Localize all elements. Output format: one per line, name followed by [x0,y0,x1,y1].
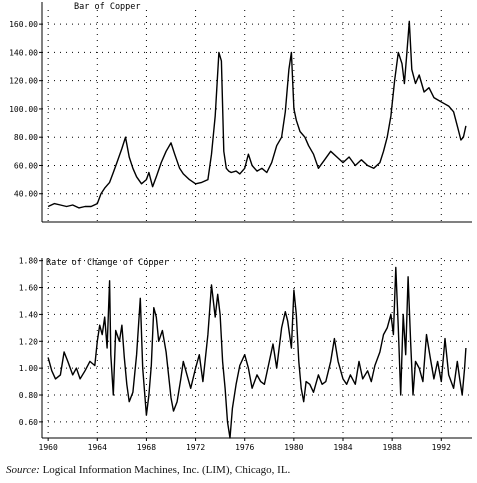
bottom-panel-x-tick-label: 1968 [137,443,156,452]
bottom-panel-x-tick-label: 1960 [39,443,58,452]
top-panel-y-tick-label: 120.00 [9,77,38,86]
source-label: Source: [6,464,40,476]
bottom-panel-x-tick-label: 1976 [235,443,254,452]
bottom-panel-x-tick-label: 1984 [333,443,352,452]
bottom-panel-y-tick-label: 0.60 [19,418,38,427]
bottom-panel-x-tick-label: 1988 [383,443,402,452]
bottom-panel-x-tick-label: 1992 [432,443,451,452]
source-note: Source: Logical Information Machines, In… [6,464,471,476]
top-panel-y-ticks: 40.00 60.00 80.00 100.00 120.00 140.00 160.00 [9,20,42,199]
top-panel-y-tick-label: 60.00 [14,161,38,170]
bottom-panel-x-tick-label: 1980 [284,443,303,452]
bottom-panel-x-ticks: 1960 1964 1968 1972 1976 1980 1984 1988 1992 [39,438,451,452]
top-panel-y-tick-label: 100.00 [9,105,38,114]
bottom-panel-y-tick-label: 1.20 [19,337,38,346]
bottom-panel-x-tick-label: 1972 [186,443,205,452]
bottom-panel: Rate of Change of Copper 0.60 0.80 1.00 1.2… [19,257,472,452]
bottom-panel-y-tick-label: 1.40 [19,310,38,319]
bottom-panel-y-tick-label: 0.80 [19,391,38,400]
top-panel-series-line [47,20,467,209]
source-text: Logical Information Machines, Inc. (LIM)… [42,464,291,476]
bottom-panel-title: Rate of Change of Copper [46,258,169,268]
top-panel: Bar of Copper 40.00 60.00 80.00 100.00 120.0… [9,2,472,223]
bottom-panel-y-tick-label: 1.00 [19,364,38,373]
bottom-panel-x-tick-label: 1964 [88,443,107,452]
bottom-panel-y-ticks: 0.60 0.80 1.00 1.20 1.40 1.60 1.80 [19,257,42,427]
top-panel-y-tick-label: 160.00 [9,20,38,29]
top-panel-y-tick-label: 40.00 [14,190,38,199]
top-panel-y-tick-label: 140.00 [9,48,38,57]
top-panel-series [47,20,467,209]
bottom-panel-y-tick-label: 1.80 [19,257,38,266]
bottom-panel-series-line [47,266,467,439]
top-panel-title: Bar of Copper [74,2,141,12]
bottom-panel-y-tick-label: 1.60 [19,284,38,293]
bottom-panel-series [47,266,467,439]
top-panel-y-tick-label: 80.00 [14,133,38,142]
